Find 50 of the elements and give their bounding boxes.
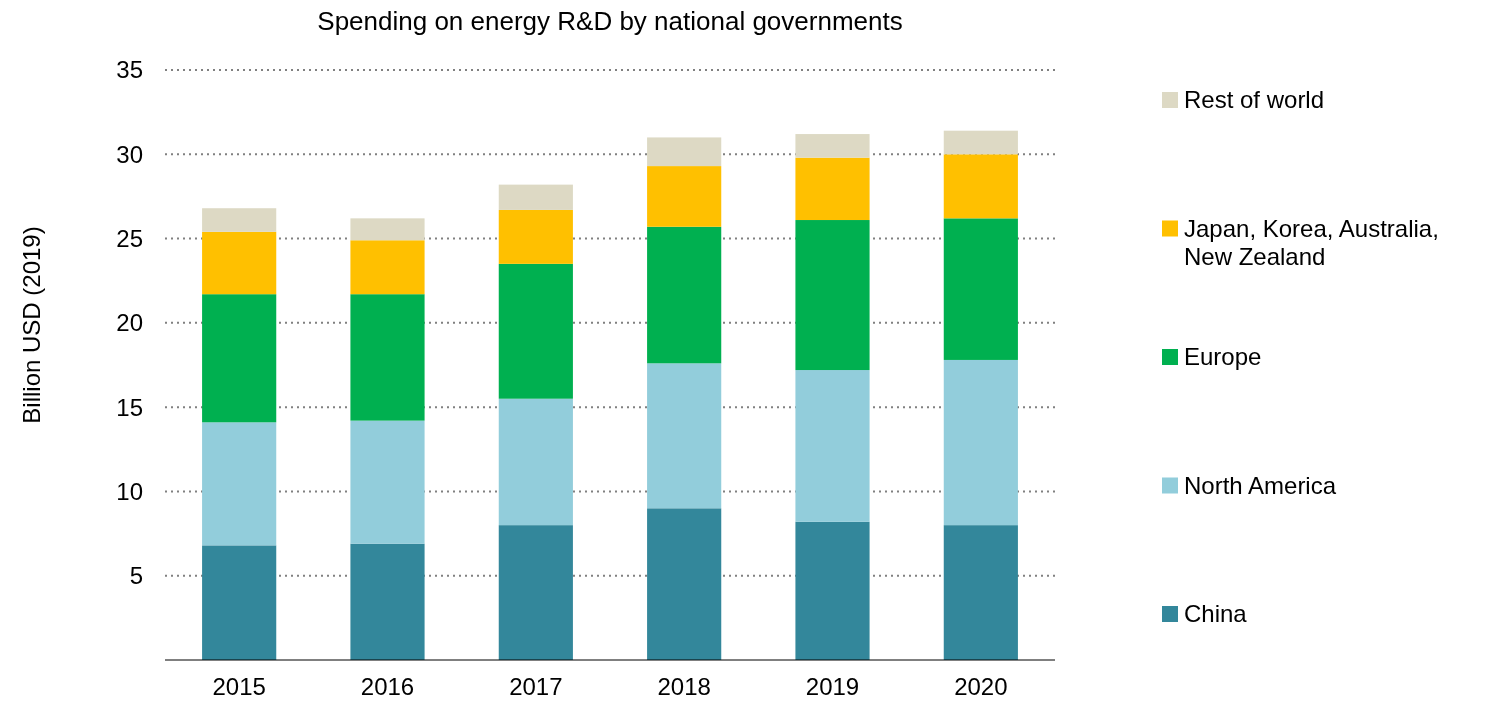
bar	[350, 240, 425, 295]
y-tick-label: 10	[116, 477, 143, 505]
y-tick-label: 15	[116, 393, 143, 421]
bar	[350, 294, 425, 421]
bar	[498, 263, 573, 399]
x-tick-label: 2015	[212, 673, 266, 700]
x-tick-label: 2017	[509, 673, 563, 700]
bar	[943, 359, 1018, 526]
bar	[202, 294, 277, 423]
bar	[350, 218, 425, 241]
y-tick-label: 20	[116, 309, 143, 337]
legend-label: Japan, Korea, Australia, New Zealand	[1184, 214, 1439, 270]
bar	[647, 508, 722, 660]
bar	[795, 521, 870, 660]
bar	[943, 154, 1018, 219]
bar	[498, 184, 573, 210]
bar	[647, 226, 722, 364]
legend-label: North America	[1184, 471, 1337, 499]
bar	[202, 208, 277, 232]
x-tick-label: 2018	[657, 673, 711, 700]
y-axis-title: Billion USD (2019)	[18, 226, 45, 424]
x-tick-label: 2016	[360, 673, 415, 700]
bar	[647, 166, 722, 227]
bar	[498, 525, 573, 660]
bar	[202, 422, 277, 546]
y-tick-label: 5	[129, 562, 143, 590]
bar	[647, 363, 722, 509]
bar	[350, 420, 425, 544]
bar	[795, 134, 870, 158]
bar	[795, 370, 870, 522]
legend-label: Rest of world	[1184, 86, 1325, 114]
bar	[795, 157, 870, 221]
bar	[943, 525, 1018, 660]
y-tick-label: 35	[116, 56, 143, 84]
bar	[350, 543, 425, 660]
bar	[498, 209, 573, 264]
y-tick-label: 30	[116, 140, 143, 168]
bar	[943, 130, 1018, 155]
legend-label: Europe	[1184, 343, 1262, 371]
x-tick-label: 2019	[805, 673, 860, 700]
chart-title: Spending on energy R&D by national governments	[317, 6, 903, 36]
bar	[795, 220, 870, 371]
legend-label: China	[1184, 600, 1248, 628]
bar	[647, 137, 722, 167]
y-tick-label: 25	[116, 224, 143, 252]
bar	[943, 218, 1018, 360]
x-tick-label: 2020	[954, 673, 1008, 700]
bar	[202, 231, 277, 295]
bar	[498, 398, 573, 526]
bar	[202, 545, 277, 660]
